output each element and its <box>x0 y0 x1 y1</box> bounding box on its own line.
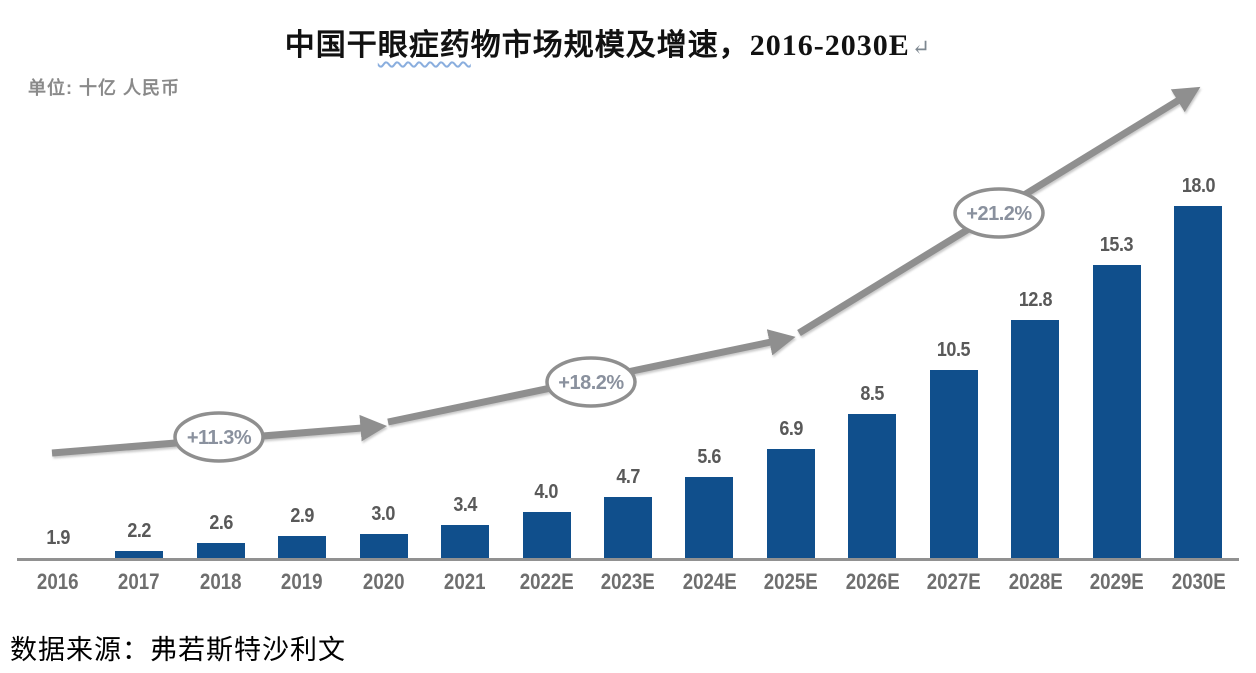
bar-column: 2.6 <box>180 512 261 558</box>
bar-column: 6.9 <box>750 418 831 558</box>
bar <box>1011 320 1060 558</box>
bar-column: 8.5 <box>832 383 913 558</box>
bar-column: 12.8 <box>995 289 1076 558</box>
bar-column: 2.2 <box>98 520 179 558</box>
bar <box>685 477 734 558</box>
bar-value-label: 2.2 <box>127 520 152 542</box>
x-axis-label: 2021 <box>444 569 486 594</box>
bar-value-label: 18.0 <box>1181 175 1216 197</box>
x-axis-label: 2020 <box>362 569 405 594</box>
unit-label: 单位: 十亿 人民币 <box>28 78 180 98</box>
bar-value-label: 8.5 <box>860 383 885 405</box>
x-axis-label: 2018 <box>199 569 242 594</box>
bar-value-label: 6.9 <box>779 418 803 440</box>
bar-column: 3.0 <box>343 503 424 558</box>
bar <box>522 512 571 558</box>
bar <box>196 543 245 558</box>
bar <box>929 370 978 558</box>
bar-value-label: 5.6 <box>697 446 722 468</box>
x-axis-label: 2026E <box>845 569 900 594</box>
chart-title-spellcheck-squiggle-text: 眼症药 <box>377 29 471 62</box>
bar-column: 2.9 <box>261 505 342 558</box>
data-source-line: 数据来源：弗若斯特沙利文 <box>10 635 346 665</box>
bar-column: 18.0 <box>1158 175 1239 558</box>
x-axis-label: 2023E <box>600 569 656 594</box>
plot-area: 1.9 2.2 2.6 2.9 3.0 3.4 4.0 4.7 5.6 6.9 8.5 10.5 12.… <box>17 100 1239 561</box>
bar <box>441 525 490 558</box>
bar-column: 3.4 <box>424 494 505 558</box>
chart-title-text-1: 中国干 <box>284 29 378 62</box>
x-axis-label: 2024E <box>682 569 737 594</box>
bar <box>766 449 815 558</box>
bar <box>278 536 327 558</box>
x-axis-label: 2019 <box>281 569 323 594</box>
x-axis-label: 2016 <box>36 569 79 594</box>
bars-row: 1.9 2.2 2.6 2.9 3.0 3.4 4.0 4.7 5.6 6.9 8.5 10.5 12.… <box>17 100 1239 558</box>
x-axis-label: 2030E <box>1171 569 1226 594</box>
bar-value-label: 10.5 <box>937 339 971 361</box>
bar <box>1092 265 1141 558</box>
bar-column: 1.9 <box>17 527 98 558</box>
x-axis-label: 2029E <box>1089 569 1144 594</box>
x-axis-label: 2022E <box>519 569 574 594</box>
paragraph-return-mark: ↵ <box>911 35 932 60</box>
bar-value-label: 4.7 <box>616 466 640 488</box>
bar-value-label: 2.6 <box>208 512 233 534</box>
chart-title: 中国干眼症药物市场规模及增速，2016-2030E↵ <box>0 20 1256 64</box>
bar-value-label: 3.0 <box>371 503 396 525</box>
bar-value-label: 15.3 <box>1100 234 1134 256</box>
x-axis-labels-row: 2016 2017 2018 2019 2020 2021 2022E 2023E 2024E 2… <box>17 569 1239 595</box>
bar <box>604 497 653 558</box>
chart-title-text-2: 物市场规模及增速， <box>470 29 750 62</box>
bar-value-label: 2.9 <box>290 505 314 527</box>
x-axis-label: 2027E <box>926 569 981 594</box>
bar-value-label: 1.9 <box>45 527 70 549</box>
chart-title-year-range: 2016-2030E <box>749 29 910 62</box>
bar <box>359 534 408 558</box>
bar-column: 5.6 <box>669 446 750 558</box>
bar <box>1174 206 1223 558</box>
bar-column: 10.5 <box>913 339 994 558</box>
bar-column: 4.7 <box>587 466 668 558</box>
bar-value-label: 4.0 <box>534 481 559 503</box>
x-axis-label: 2028E <box>1008 569 1063 594</box>
x-axis-label: 2025E <box>763 569 818 594</box>
bar-column: 4.0 <box>506 481 587 558</box>
bar-column: 15.3 <box>1076 234 1157 558</box>
x-axis-label: 2017 <box>118 569 161 594</box>
bar-value-label: 12.8 <box>1018 289 1053 311</box>
bar <box>848 414 897 558</box>
bar <box>115 551 164 558</box>
bar-value-label: 3.4 <box>453 494 477 516</box>
